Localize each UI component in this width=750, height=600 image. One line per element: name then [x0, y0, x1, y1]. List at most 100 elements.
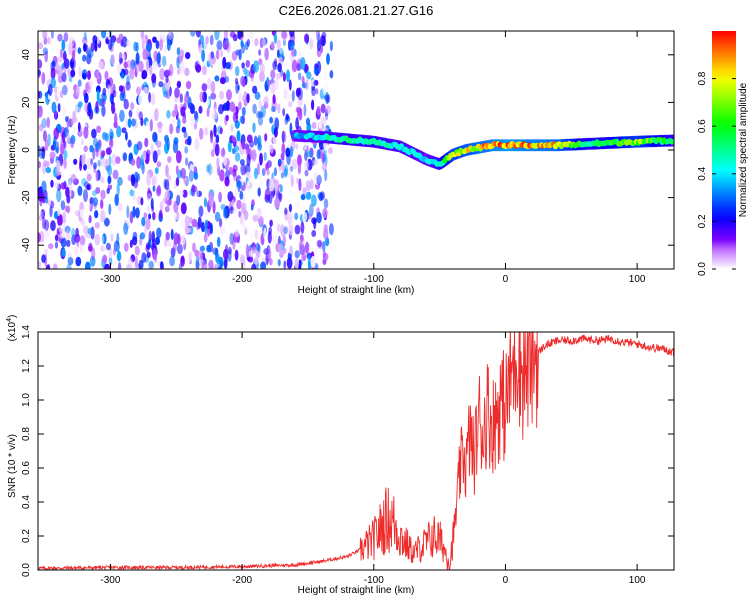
noise-cell	[311, 121, 317, 130]
noise-cell	[293, 111, 298, 118]
noise-cell	[77, 79, 82, 87]
noise-cell	[77, 185, 83, 196]
noise-cell	[177, 118, 181, 129]
noise-cell	[38, 59, 43, 69]
noise-cell	[85, 201, 91, 212]
noise-cell	[223, 207, 228, 219]
noise-cell	[127, 118, 132, 128]
noise-cell	[165, 69, 172, 76]
noise-cell	[254, 38, 259, 47]
noise-cell	[258, 99, 262, 109]
noise-cell	[96, 89, 100, 103]
noise-cell	[252, 214, 259, 222]
noise-cell	[187, 96, 192, 108]
noise-cell	[258, 177, 265, 190]
noise-cell	[152, 131, 158, 143]
noise-cell	[301, 254, 307, 262]
noise-cell	[120, 39, 124, 47]
noise-cell	[140, 117, 144, 127]
noise-cell	[273, 33, 277, 44]
noise-cell	[134, 245, 140, 256]
noise-cell	[138, 93, 144, 106]
noise-cell	[223, 248, 229, 260]
noise-cell	[38, 42, 44, 50]
noise-cell	[206, 164, 211, 173]
noise-cell	[281, 130, 285, 144]
noise-cell	[316, 31, 320, 41]
noise-cell	[241, 77, 246, 88]
noise-cell	[127, 174, 132, 182]
noise-cell	[173, 241, 177, 252]
noise-cell	[79, 235, 86, 246]
noise-cell	[169, 123, 174, 135]
noise-cell	[151, 73, 157, 84]
x-tick-label: -200	[232, 575, 252, 586]
noise-cell	[268, 226, 273, 235]
noise-cell	[239, 115, 244, 124]
noise-cell	[215, 134, 220, 144]
noise-cell	[46, 117, 50, 129]
noise-cell	[163, 44, 168, 55]
noise-cell	[248, 31, 254, 40]
noise-cell	[314, 178, 320, 186]
noise-cell	[168, 31, 173, 40]
noise-cell	[44, 196, 49, 204]
noise-cell	[316, 149, 321, 160]
noise-cell	[165, 75, 169, 84]
noise-cell	[91, 247, 96, 261]
noise-cell	[155, 236, 160, 246]
noise-cell	[234, 152, 241, 162]
noise-cell	[298, 50, 303, 59]
noise-cell	[195, 64, 202, 73]
noise-cell	[245, 144, 250, 155]
noise-cell	[287, 252, 292, 261]
noise-cell	[48, 243, 54, 250]
noise-cell	[70, 173, 77, 183]
colorbar-tick-label: 0.0	[697, 262, 708, 276]
noise-cell	[204, 127, 209, 136]
noise-cell	[63, 58, 70, 69]
noise-cell	[229, 101, 236, 112]
noise-cell	[181, 126, 187, 133]
noise-cell	[166, 40, 171, 51]
noise-cell	[317, 32, 321, 45]
noise-cell	[194, 138, 200, 151]
noise-cell	[286, 257, 293, 269]
noise-cell	[270, 41, 275, 50]
noise-cell	[59, 227, 66, 240]
noise-cell	[277, 259, 281, 267]
noise-cell	[325, 105, 331, 115]
noise-cell	[73, 158, 78, 165]
noise-cell	[95, 187, 101, 194]
noise-cell	[116, 37, 121, 44]
noise-cell	[254, 229, 259, 240]
noise-cell	[136, 86, 141, 96]
noise-cell	[86, 157, 93, 170]
noise-cell	[316, 239, 323, 248]
noise-cell	[185, 52, 191, 60]
noise-cell	[169, 255, 176, 267]
noise-cell	[152, 36, 157, 43]
noise-cell	[274, 197, 280, 209]
noise-cell	[241, 106, 246, 117]
noise-cell	[241, 223, 248, 232]
noise-cell	[241, 140, 246, 150]
noise-cell	[184, 67, 190, 77]
noise-cell	[164, 179, 170, 191]
noise-cell	[286, 69, 290, 83]
noise-cell	[109, 128, 114, 141]
noise-cell	[329, 70, 334, 79]
noise-cell	[273, 179, 280, 193]
noise-cell	[51, 101, 57, 114]
noise-cell	[311, 194, 317, 207]
noise-cell	[195, 255, 199, 269]
noise-cell	[288, 79, 292, 91]
noise-cell	[70, 117, 75, 125]
noise-cell	[38, 90, 41, 99]
noise-cell	[234, 184, 239, 198]
noise-cell	[243, 99, 248, 107]
noise-cell	[191, 184, 196, 197]
noise-cell	[75, 227, 79, 238]
noise-cell	[51, 31, 54, 39]
noise-cell	[144, 137, 149, 148]
